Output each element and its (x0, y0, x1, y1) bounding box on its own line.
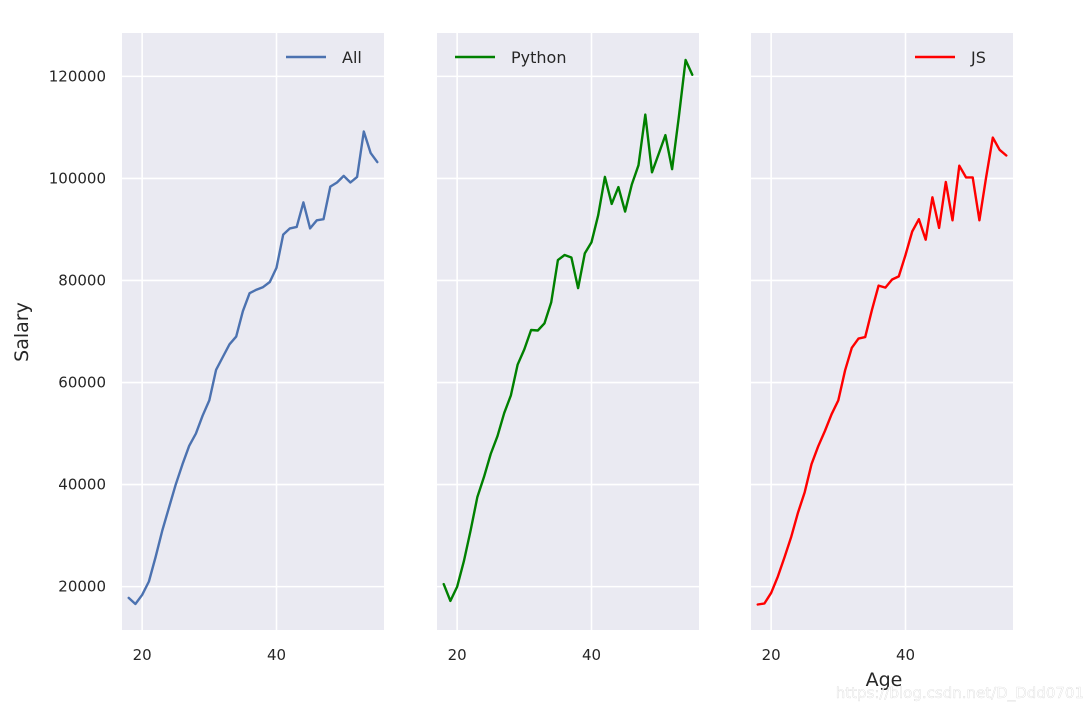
y-tick-label: 100000 (49, 169, 106, 187)
x-tick-label: 20 (762, 646, 781, 664)
series-line-all (127, 130, 379, 606)
y-tick-label: 80000 (58, 271, 106, 289)
series-line-python (442, 58, 694, 603)
y-tick-label: 120000 (49, 67, 106, 85)
watermark: https://blog.csdn.net/D_Ddd0701 (836, 684, 1084, 703)
plot-area (122, 33, 384, 630)
y-tick-label: 60000 (58, 374, 106, 392)
legend-label: JS (970, 48, 986, 67)
plot-area (751, 33, 1013, 630)
x-tick-label: 20 (133, 646, 152, 664)
panels: 20 4020000400006000080000100000120000All2… (49, 33, 1013, 664)
x-tick-label: 40 (582, 646, 601, 664)
panel-python: 20 40 Python (437, 33, 699, 664)
legend: Python (455, 48, 566, 67)
y-tick-label: 40000 (58, 476, 106, 494)
legend-label: Python (511, 48, 566, 67)
x-axis-label: Age (866, 669, 903, 691)
legend: JS (915, 48, 986, 67)
x-tick-label: 40 (267, 646, 286, 664)
plot-area (437, 33, 699, 630)
legend-label: All (342, 48, 362, 67)
series-line-js (756, 136, 1008, 606)
y-axis-label: Salary (11, 302, 33, 362)
y-tick-label: 20000 (58, 578, 106, 596)
x-tick-label: 20 (448, 646, 467, 664)
panel-all: 20 40 20000 40000 60000 80000 100000 120000 All (49, 33, 384, 664)
legend: All (286, 48, 362, 67)
x-tick-label: 40 (896, 646, 915, 664)
panel-js: 20 40 JS (751, 33, 1013, 664)
